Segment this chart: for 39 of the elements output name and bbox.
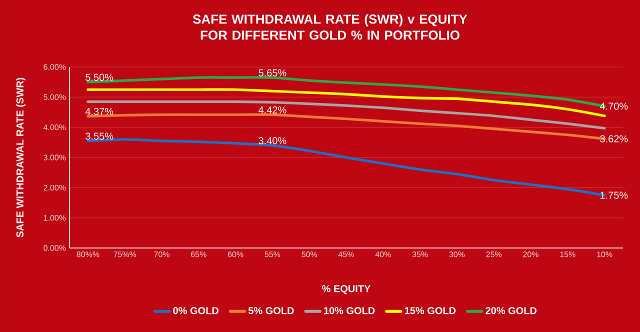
x-tick-label: 15% [560, 252, 576, 258]
x-tick-label: 65% [191, 252, 206, 258]
legend-label: 5% GOLD [248, 307, 294, 314]
data-label: 5.65% [258, 69, 286, 76]
y-tick-label: 3.00% [44, 154, 66, 160]
y-tick-label: 1.00% [44, 214, 66, 221]
x-tick-label: 30% [449, 252, 465, 258]
data-label: 4.37% [85, 108, 114, 115]
y-tick-label: 0.00% [44, 245, 66, 251]
data-label: 5.50% [86, 74, 114, 81]
data-label: 3.40% [258, 137, 286, 144]
x-tick-label: 35% [412, 252, 428, 258]
data-label: 1.75% [600, 192, 628, 199]
data-label: 3.62% [600, 135, 628, 142]
x-tick-label: 25% [486, 252, 502, 258]
y-tick-label: 4.00% [43, 124, 66, 130]
x-tick-label: 80%% [76, 252, 100, 258]
data-label: 3.55% [86, 132, 114, 140]
y-tick-label: 2.00% [44, 184, 66, 190]
x-tick-label: 40% [375, 252, 391, 258]
x-tick-label: 55% [264, 252, 280, 258]
y-tick-label: 6.00% [44, 64, 66, 70]
legend-label: 15% GOLD [404, 307, 456, 314]
x-tick-label: 75%% [114, 252, 136, 258]
y-tick-label: 5.00% [44, 94, 66, 100]
x-tick-label: 70% [154, 252, 170, 258]
legend-label: 0% GOLD [173, 307, 218, 314]
data-label: 4.42% [258, 106, 286, 114]
x-tick-label: 20% [523, 252, 538, 258]
x-tick-label: 10% [597, 252, 612, 258]
legend-label: 20% GOLD [486, 307, 537, 314]
x-tick-label: 60% [228, 252, 244, 258]
y-axis-title: SAFE WITHDRAWAL RATE (SWR) [16, 78, 26, 238]
x-tick-label: 50% [302, 252, 318, 258]
chart-title: SAFE WITHDRAWAL RATE (SWR) v EQUITY FOR DIFFERENT GOLD % IN PORTFOLIO [192, 14, 468, 40]
data-label: 4.70% [600, 102, 628, 110]
x-tick-label: 45% [338, 252, 354, 258]
legend-label: 10% GOLD [324, 307, 375, 314]
x-axis-title: % EQUITY [322, 285, 371, 294]
